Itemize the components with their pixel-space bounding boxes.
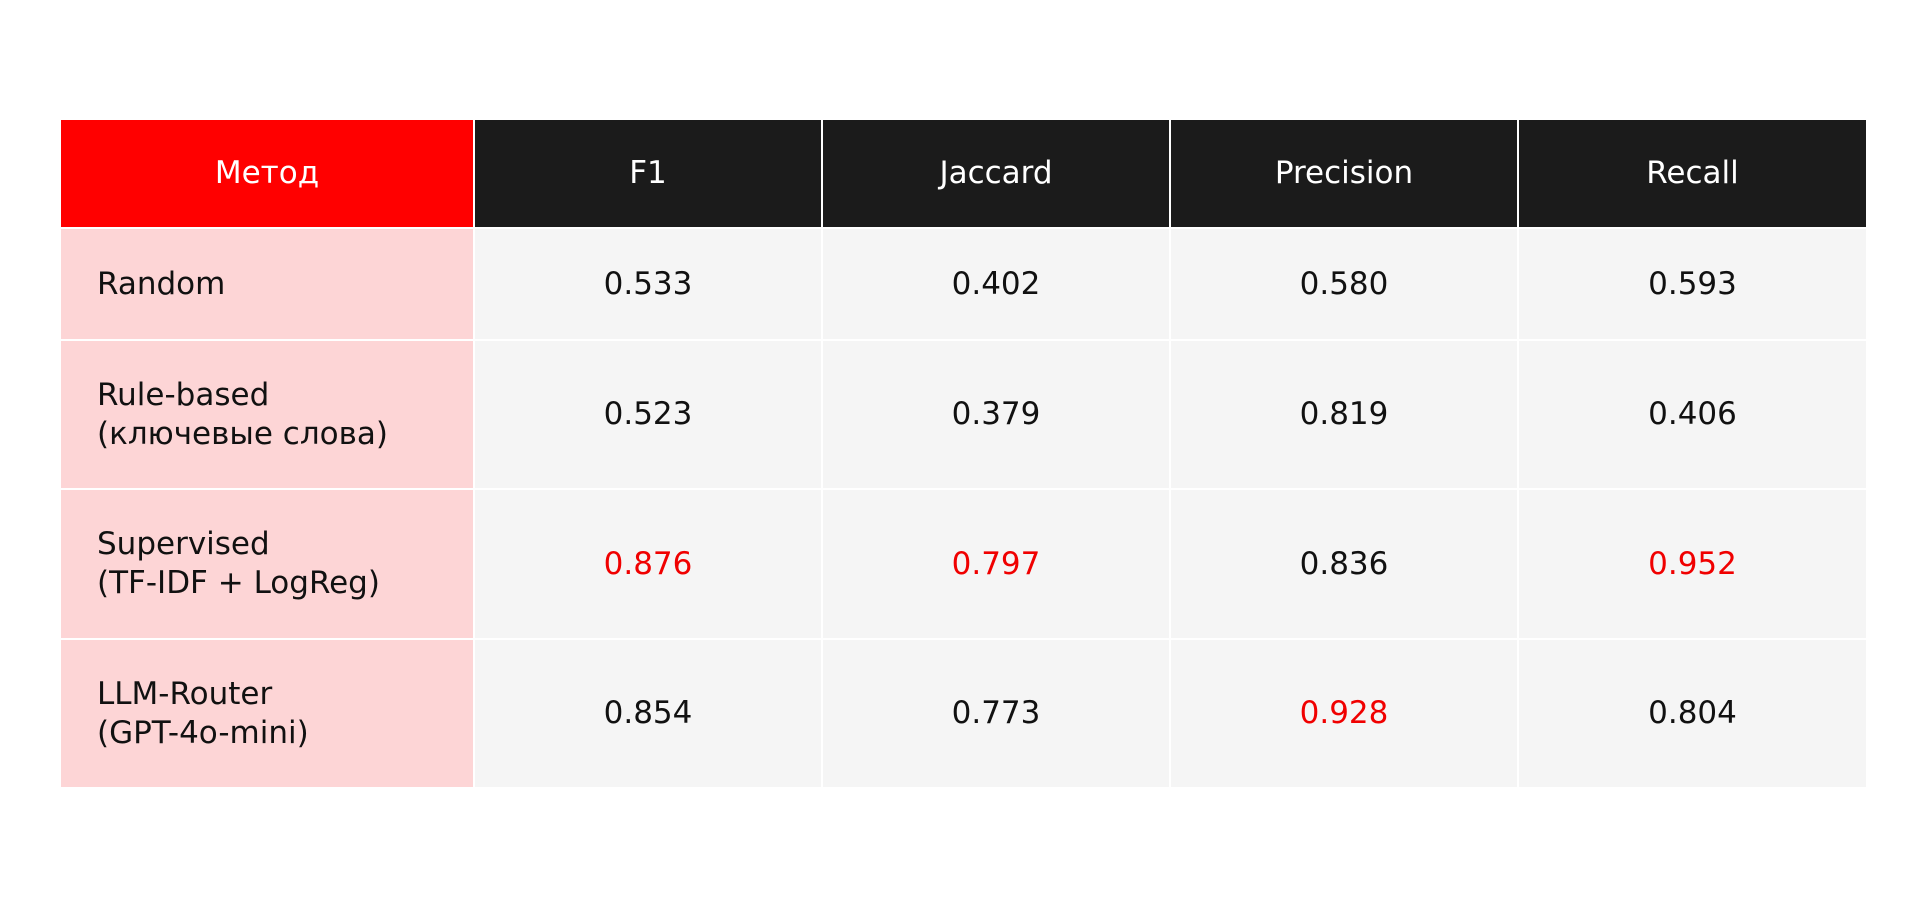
value-cell: 0.804: [1519, 640, 1866, 787]
value-cell: 0.402: [823, 229, 1169, 339]
value-cell: 0.836: [1171, 490, 1517, 638]
value-cell: 0.797: [823, 490, 1169, 638]
value-cell: 0.379: [823, 341, 1169, 488]
header-cell: Jaccard: [823, 120, 1169, 227]
method-cell: Rule-based (ключевые слова): [61, 341, 473, 488]
method-cell: Random: [61, 229, 473, 339]
header-cell: F1: [475, 120, 821, 227]
value-cell: 0.928: [1171, 640, 1517, 787]
value-cell: 0.819: [1171, 341, 1517, 488]
value-cell: 0.876: [475, 490, 821, 638]
value-cell: 0.854: [475, 640, 821, 787]
value-cell: 0.952: [1519, 490, 1866, 638]
value-cell: 0.523: [475, 341, 821, 488]
value-cell: 0.593: [1519, 229, 1866, 339]
value-cell: 0.406: [1519, 341, 1866, 488]
method-cell: LLM-Router (GPT-4o-mini): [61, 640, 473, 787]
header-cell: Precision: [1171, 120, 1517, 227]
header-cell: Метод: [61, 120, 473, 227]
value-cell: 0.773: [823, 640, 1169, 787]
method-cell: Supervised (TF-IDF + LogReg): [61, 490, 473, 638]
value-cell: 0.533: [475, 229, 821, 339]
results-table: Метод F1 Jaccard Precision Recall Random 0.533…: [61, 120, 1866, 787]
header-cell: Recall: [1519, 120, 1866, 227]
value-cell: 0.580: [1171, 229, 1517, 339]
